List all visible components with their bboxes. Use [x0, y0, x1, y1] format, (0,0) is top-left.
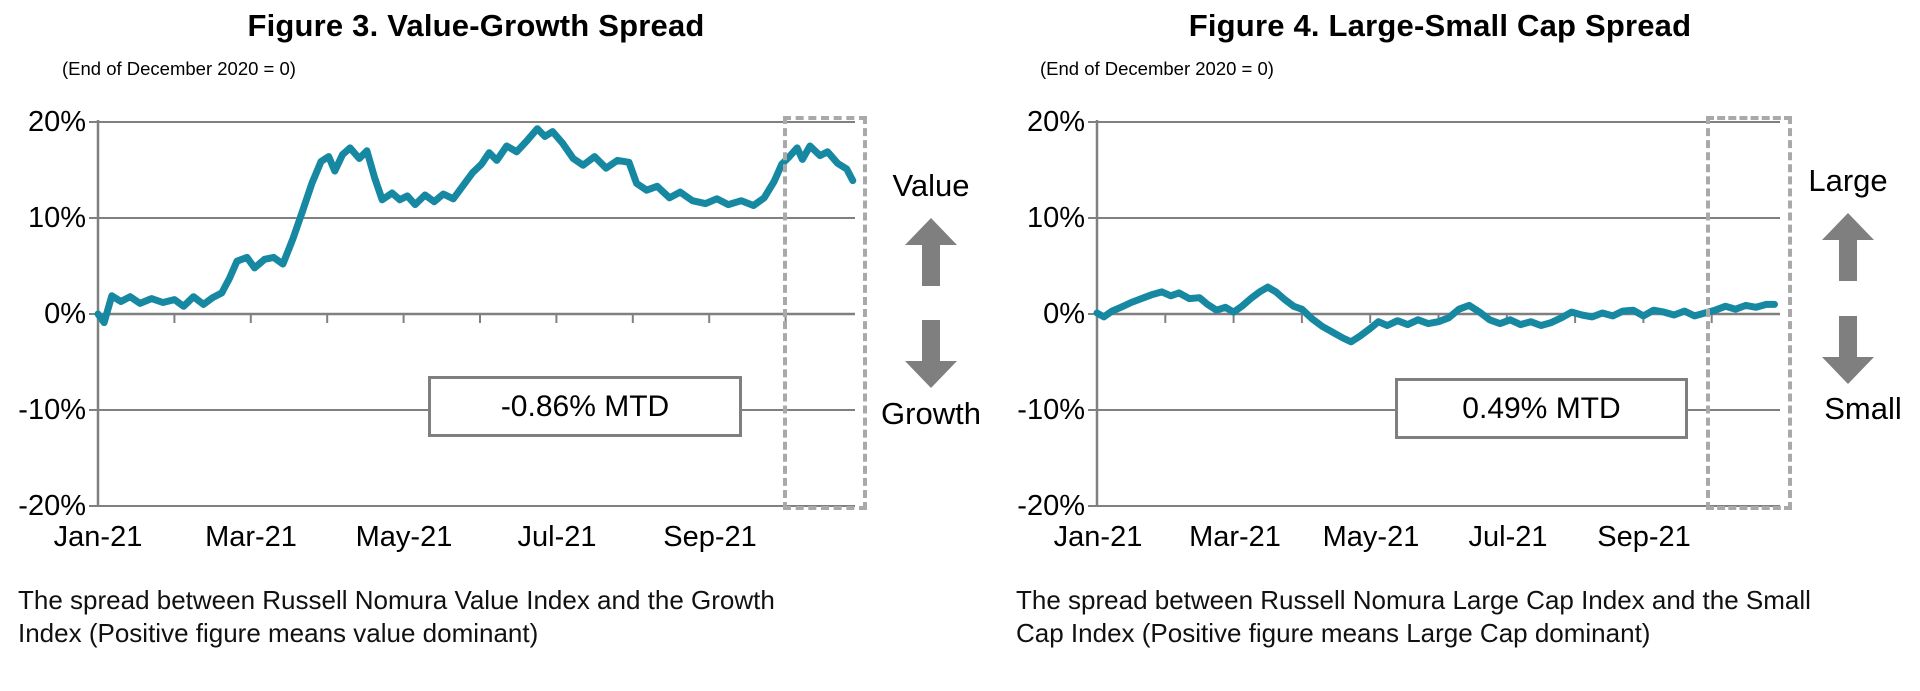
figure4-caption: The spread between Russell Nomura Large … [1016, 584, 1896, 650]
figure3-ytick-20: 20% [27, 106, 86, 138]
figure3-down-direction-label: Growth [881, 396, 981, 431]
figure4-ytick-neg10: -10% [1017, 394, 1085, 426]
up-arrow-icon [1822, 213, 1874, 281]
figure4-ytick-10: 10% [1026, 202, 1085, 234]
figure3-ytick-10: 10% [27, 202, 86, 234]
figure3-xtick-jul21: Jul-21 [517, 521, 597, 553]
up-arrow-icon [905, 218, 957, 286]
figure3-xtick-mar21: Mar-21 [205, 521, 297, 553]
figure4-xtick-sep21: Sep-21 [1597, 521, 1691, 553]
figure4-xtick-mar21: Mar-21 [1189, 521, 1281, 553]
figure4-down-direction-label: Small [1824, 391, 1902, 426]
figure3-xtick-sep21: Sep-21 [663, 521, 757, 553]
figure3-xtick-may21: May-21 [355, 521, 453, 553]
figure3-title: Figure 3. Value-Growth Spread [247, 8, 705, 43]
figure4-xtick-jul21: Jul-21 [1468, 521, 1548, 553]
figure4-mtd-callout: 0.49% MTD [1395, 378, 1688, 439]
figure3-ytick-neg10: -10% [18, 394, 86, 426]
figure4-up-direction-label: Large [1808, 163, 1888, 198]
spread-line-series [94, 125, 857, 327]
figure3-ytick-0: 0% [44, 298, 86, 330]
figure3-caption-line2: Index (Positive figure means value domin… [18, 618, 539, 648]
figure3-mtd-callout: -0.86% MTD [428, 376, 742, 437]
figure3-up-direction-label: Value [892, 168, 970, 203]
figure4-caption-line2: Cap Index (Positive figure means Large C… [1016, 618, 1651, 648]
figure4-xtick-jan21: Jan-21 [1053, 521, 1143, 553]
down-arrow-icon [905, 320, 957, 388]
figure3-xtick-jan21: Jan-21 [53, 521, 143, 553]
figure3-recent-period-highlight [783, 116, 867, 510]
figure3-subtitle: (End of December 2020 = 0) [62, 58, 296, 79]
figure4-xtick-may21: May-21 [1322, 521, 1420, 553]
down-arrow-icon [1822, 316, 1874, 384]
spread-line-series [1093, 283, 1778, 346]
figure4-ytick-0: 0% [1043, 298, 1085, 330]
figure4-subtitle: (End of December 2020 = 0) [1040, 58, 1274, 79]
figure4-title: Figure 4. Large-Small Cap Spread [1188, 8, 1692, 43]
figure3-caption: The spread between Russell Nomura Value … [18, 584, 798, 650]
figure3-ytick-neg20: -20% [18, 490, 86, 522]
figure3-caption-line1: The spread between Russell Nomura Value … [18, 585, 775, 615]
figure4-ytick-neg20: -20% [1017, 490, 1085, 522]
figure4-recent-period-highlight [1706, 116, 1792, 510]
figure4-caption-line1: The spread between Russell Nomura Large … [1016, 585, 1811, 615]
figure4-ytick-20: 20% [1026, 106, 1085, 138]
